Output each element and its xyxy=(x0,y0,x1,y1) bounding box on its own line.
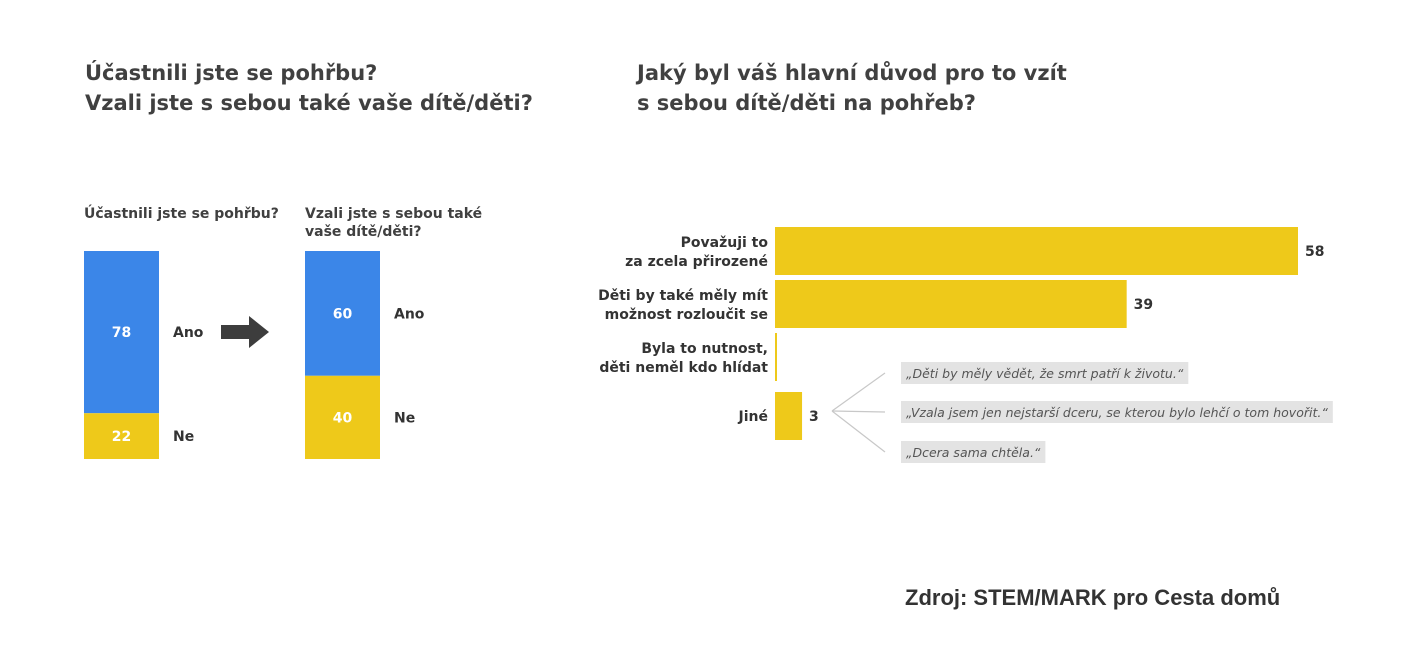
annotation-quote: „Vzala jsem jen nejstarší dceru, se kter… xyxy=(906,405,1328,420)
chart1-title-1: Účastnili jste se pohřbu? xyxy=(84,204,279,222)
hbar-category-label: Děti by také měly mít xyxy=(598,288,768,304)
annotation-quote-box xyxy=(901,441,1046,463)
hbar-2 xyxy=(775,280,1127,328)
hbar-category-label: možnost rozloučit se xyxy=(605,307,768,323)
hbar-1 xyxy=(775,227,1298,275)
chart2-value-label: 60 xyxy=(333,306,353,322)
annotation-connector xyxy=(831,410,886,453)
hbar-category-label: za zcela přirozené xyxy=(625,254,768,270)
hbar-3 xyxy=(775,333,777,381)
annotation-quote: „Dcera sama chtěla.“ xyxy=(906,445,1041,460)
chart1-segment-ano xyxy=(84,251,159,414)
chart2-value-label: 40 xyxy=(333,410,353,426)
chart1-value-label: 78 xyxy=(112,325,131,341)
hbar-value-label: 58 xyxy=(1305,244,1324,260)
left-title-line-2: Vzali jste s sebou také vaše dítě/děti? xyxy=(85,91,533,115)
hbar-category-label: děti neměl kdo hlídat xyxy=(599,360,768,376)
left-title-line-1: Účastnili jste se pohřbu? xyxy=(85,61,378,85)
annotation-quote-box xyxy=(901,401,1333,423)
left-chart-title: Účastnili jste se pohřbu? Vzali jste s s… xyxy=(85,58,533,118)
annotation-connector xyxy=(831,410,886,413)
hbar-value-label: 3 xyxy=(809,409,819,425)
chart1-value-label: 22 xyxy=(112,429,131,445)
source-note: Zdroj: STEM/MARK pro Cesta domů xyxy=(905,585,1281,610)
hbar-value-label: 39 xyxy=(1134,297,1153,313)
chart2-title-1: Vzali jste s sebou také xyxy=(305,206,482,222)
hbar-category-label: Považuji to xyxy=(681,235,769,251)
right-title-line-1: Jaký byl váš hlavní důvod pro to vzít xyxy=(637,61,1067,85)
chart2-legend-ne: Ne xyxy=(394,410,415,426)
annotation-quote-box xyxy=(901,362,1189,384)
chart2-segment-ne xyxy=(305,375,380,459)
hbar-category-label: Byla to nutnost, xyxy=(641,341,768,357)
right-arrow-icon xyxy=(221,316,269,348)
chart1-legend-ne: Ne xyxy=(173,429,194,445)
annotation-quote: „Děti by měly vědět, že smrt patří k živ… xyxy=(906,366,1184,381)
annotation-connector xyxy=(831,372,886,412)
chart2-title-2: vaše dítě/děti? xyxy=(305,224,422,240)
hbar-category-label: Jiné xyxy=(738,409,768,425)
right-title-line-2: s sebou dítě/děti na pohřeb? xyxy=(637,91,976,115)
chart2-legend-ano: Ano xyxy=(394,306,425,322)
chart1-segment-ne xyxy=(84,413,159,459)
right-chart-title: Jaký byl váš hlavní důvod pro to vzít s … xyxy=(637,58,1067,118)
chart1-legend-ano: Ano xyxy=(173,325,204,341)
chart2-segment-ano xyxy=(305,251,380,376)
hbar-4 xyxy=(775,392,803,440)
